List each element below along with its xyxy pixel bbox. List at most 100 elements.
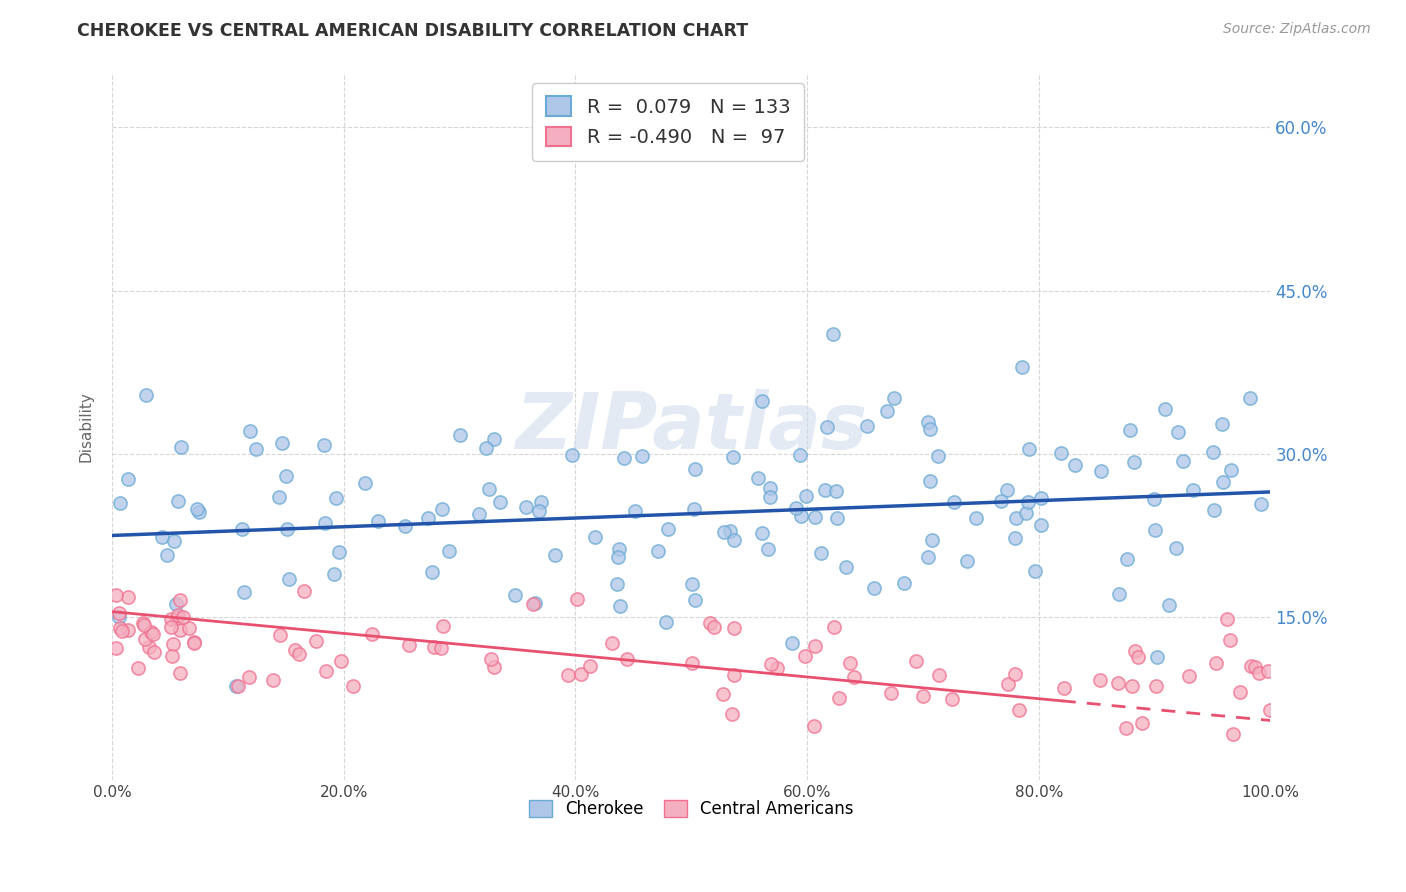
Point <box>607 549 630 564</box>
Point <box>1164 541 1187 556</box>
Point <box>117 623 139 637</box>
Point <box>305 634 328 648</box>
Point <box>1167 425 1189 440</box>
Point <box>322 567 344 582</box>
Point <box>416 510 439 524</box>
Point <box>1181 483 1204 497</box>
Point <box>1239 392 1261 406</box>
Point <box>1053 681 1076 696</box>
Point <box>814 483 837 498</box>
Point <box>325 491 347 505</box>
Point <box>683 593 706 607</box>
Point <box>723 533 745 547</box>
Point <box>1115 552 1137 566</box>
Point <box>1211 417 1233 431</box>
Point <box>917 415 939 429</box>
Point <box>681 657 703 671</box>
Point <box>111 624 134 639</box>
Y-axis label: Disability: Disability <box>79 392 93 462</box>
Point <box>314 516 336 531</box>
Point <box>1063 458 1085 472</box>
Point <box>104 640 127 655</box>
Point <box>515 500 537 514</box>
Point <box>342 680 364 694</box>
Point <box>169 623 191 637</box>
Point <box>683 502 706 516</box>
Point <box>188 505 211 519</box>
Point <box>183 636 205 650</box>
Point <box>1018 442 1040 457</box>
Point <box>238 670 260 684</box>
Point <box>484 660 506 674</box>
Point <box>990 494 1012 508</box>
Point <box>1143 491 1166 506</box>
Point <box>616 651 638 665</box>
Point <box>1121 679 1143 693</box>
Point <box>1247 665 1270 680</box>
Point <box>117 472 139 486</box>
Point <box>284 642 307 657</box>
Point <box>276 522 298 536</box>
Point <box>600 635 623 649</box>
Point <box>718 524 741 538</box>
Point <box>143 645 166 659</box>
Point <box>277 572 299 586</box>
Point <box>683 462 706 476</box>
Point <box>828 690 851 705</box>
Point <box>139 625 162 640</box>
Point <box>647 544 669 558</box>
Point <box>782 635 804 649</box>
Point <box>1204 502 1226 516</box>
Point <box>759 491 782 505</box>
Point <box>699 616 721 631</box>
Point <box>394 518 416 533</box>
Point <box>420 565 443 579</box>
Point <box>918 422 941 436</box>
Point <box>751 525 773 540</box>
Point <box>893 576 915 591</box>
Point <box>1090 465 1112 479</box>
Point <box>569 666 592 681</box>
Point <box>269 628 291 642</box>
Point <box>823 620 845 634</box>
Point <box>766 661 789 675</box>
Point <box>876 404 898 418</box>
Point <box>1212 475 1234 489</box>
Point <box>1157 598 1180 612</box>
Text: CHEROKEE VS CENTRAL AMERICAN DISABILITY CORRELATION CHART: CHEROKEE VS CENTRAL AMERICAN DISABILITY … <box>77 22 748 40</box>
Point <box>825 483 848 498</box>
Point <box>449 428 471 442</box>
Point <box>478 482 501 496</box>
Point <box>432 502 454 516</box>
Point <box>839 656 862 670</box>
Point <box>166 611 188 625</box>
Point <box>1202 444 1225 458</box>
Point <box>821 327 844 342</box>
Point <box>723 621 745 635</box>
Point <box>1258 703 1281 717</box>
Point <box>239 425 262 439</box>
Point <box>167 494 190 508</box>
Point <box>186 501 208 516</box>
Point <box>561 448 583 462</box>
Point <box>105 588 128 602</box>
Point <box>160 612 183 626</box>
Point <box>793 649 815 664</box>
Point <box>1244 659 1267 673</box>
Point <box>1004 531 1026 545</box>
Point <box>367 515 389 529</box>
Point <box>1154 401 1177 416</box>
Point <box>274 469 297 483</box>
Point <box>815 420 838 434</box>
Point <box>142 626 165 640</box>
Point <box>132 616 155 631</box>
Point <box>468 507 491 521</box>
Point <box>1050 446 1073 460</box>
Point <box>1119 423 1142 437</box>
Point <box>880 686 903 700</box>
Point <box>150 530 173 544</box>
Point <box>655 615 678 629</box>
Point <box>1146 649 1168 664</box>
Point <box>557 668 579 682</box>
Point <box>1024 564 1046 578</box>
